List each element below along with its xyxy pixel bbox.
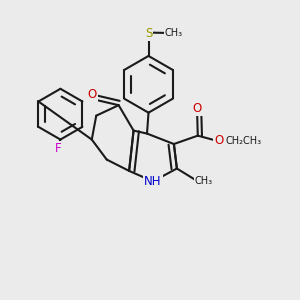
Text: CH₂CH₃: CH₂CH₃	[225, 136, 261, 146]
Text: CH₃: CH₃	[195, 176, 213, 186]
Text: S: S	[145, 27, 152, 40]
Text: O: O	[87, 88, 97, 101]
Text: F: F	[55, 142, 61, 155]
Text: CH₃: CH₃	[164, 28, 182, 38]
Text: NH: NH	[144, 175, 162, 188]
Text: O: O	[193, 102, 202, 115]
Text: O: O	[214, 134, 223, 147]
